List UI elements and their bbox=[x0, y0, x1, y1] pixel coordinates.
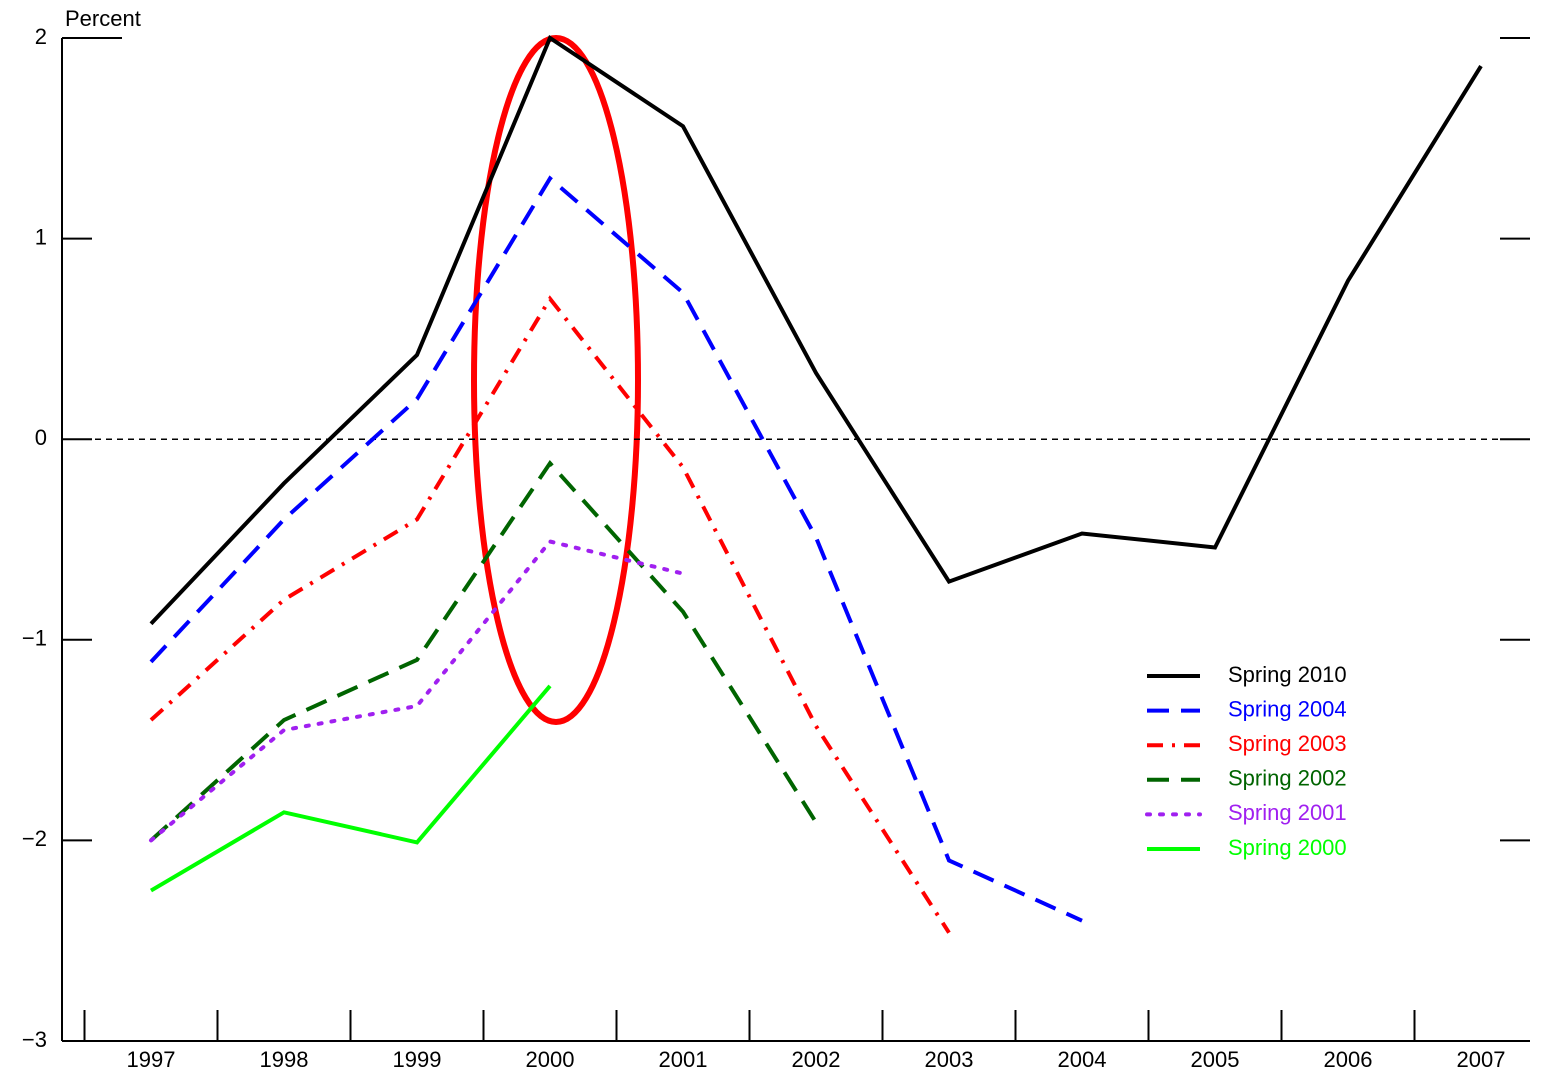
y-tick-label: 1 bbox=[35, 224, 47, 249]
series-line bbox=[149, 460, 818, 842]
x-tick-label: 2001 bbox=[659, 1047, 708, 1072]
x-tick-label: 2003 bbox=[925, 1047, 974, 1072]
series-line bbox=[149, 539, 685, 843]
x-tick-label: 1998 bbox=[260, 1047, 309, 1072]
legend-label: Spring 2002 bbox=[1228, 766, 1347, 791]
highlight-ellipse bbox=[471, 35, 641, 725]
x-tick-label: 1999 bbox=[393, 1047, 442, 1072]
x-tick-label: 2007 bbox=[1457, 1047, 1506, 1072]
y-tick-label: −1 bbox=[22, 626, 47, 651]
series-line bbox=[149, 34, 1483, 626]
legend-label: Spring 2004 bbox=[1228, 696, 1347, 721]
legend-label: Spring 2010 bbox=[1228, 662, 1347, 687]
legend-label: Spring 2003 bbox=[1228, 731, 1347, 756]
y-tick-label: 0 bbox=[35, 425, 47, 450]
x-tick-label: 2005 bbox=[1191, 1047, 1240, 1072]
series-line bbox=[149, 684, 552, 893]
legend-label: Spring 2001 bbox=[1228, 800, 1347, 825]
y-tick-label: 2 bbox=[35, 24, 47, 49]
y-axis-label: Percent bbox=[65, 6, 141, 31]
series-line bbox=[149, 295, 951, 934]
x-tick-label: 1997 bbox=[127, 1047, 176, 1072]
x-tick-label: 2006 bbox=[1324, 1047, 1373, 1072]
x-tick-label: 2004 bbox=[1058, 1047, 1107, 1072]
y-tick-label: −3 bbox=[22, 1027, 47, 1052]
x-tick-label: 2002 bbox=[792, 1047, 841, 1072]
y-tick-label: −2 bbox=[22, 826, 47, 851]
x-tick-label: 2000 bbox=[526, 1047, 575, 1072]
series-line bbox=[149, 175, 1083, 923]
legend-label: Spring 2000 bbox=[1228, 835, 1347, 860]
